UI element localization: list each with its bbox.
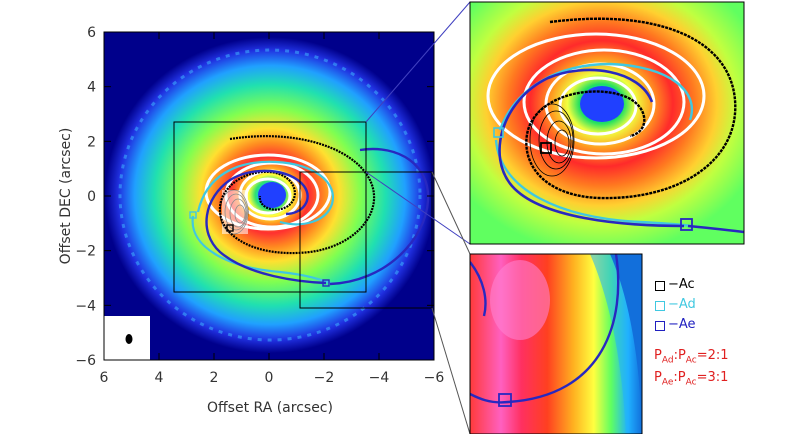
central-cavity bbox=[258, 182, 286, 208]
y-tick-label: 0 bbox=[87, 189, 96, 205]
legend-swatch bbox=[655, 281, 665, 291]
period-ratio-ad: PAd:PAc=2:1 bbox=[654, 348, 729, 366]
x-axis-label: Offset RA (arcsec) bbox=[207, 400, 333, 416]
legend-label: −Ac bbox=[668, 277, 695, 292]
legend-label: −Ae bbox=[668, 317, 696, 332]
legend-swatch bbox=[655, 301, 665, 311]
y-tick-label: 6 bbox=[87, 25, 96, 41]
y-axis-label: Offset DEC (arcsec) bbox=[58, 128, 74, 265]
x-tick-label: −2 bbox=[314, 370, 335, 386]
marker-ad bbox=[189, 211, 197, 219]
zoom-panel-2 bbox=[470, 254, 642, 434]
marker-ae bbox=[322, 279, 330, 287]
y-tick-label: −6 bbox=[75, 353, 96, 369]
legend-label: −Ad bbox=[668, 297, 696, 312]
x-tick-label: 6 bbox=[100, 370, 109, 386]
x-tick-label: 4 bbox=[155, 370, 164, 386]
legend-item-ae: −Ae bbox=[652, 317, 792, 338]
x-tick-label: 2 bbox=[210, 370, 219, 386]
period-ratio-ae: PAe:PAc=3:1 bbox=[654, 370, 729, 388]
marker-ac bbox=[226, 224, 234, 232]
y-tick-label: 2 bbox=[87, 134, 96, 150]
legend: −Ac −Ad −Ae bbox=[652, 277, 792, 338]
x-tick-label: 0 bbox=[265, 370, 274, 386]
y-tick-label: 4 bbox=[87, 80, 96, 96]
zoom-box-1 bbox=[173, 121, 367, 293]
axis-ticks bbox=[103, 31, 435, 361]
legend-swatch bbox=[655, 321, 665, 331]
spiral-ae bbox=[205, 147, 430, 286]
x-tick-label: −4 bbox=[369, 370, 390, 386]
y-tick-label: −4 bbox=[75, 298, 96, 314]
spiral-ac bbox=[218, 135, 375, 255]
zoom-panel-1 bbox=[470, 2, 744, 244]
zoom-connectors-2 bbox=[431, 171, 471, 434]
legend-item-ad: −Ad bbox=[652, 297, 792, 318]
y-tick-label: −2 bbox=[75, 244, 96, 260]
beam-ellipse bbox=[125, 334, 133, 344]
spiral-ad bbox=[191, 160, 335, 286]
zoom-connectors bbox=[365, 1, 471, 245]
legend-item-ac: −Ac bbox=[652, 277, 792, 298]
x-tick-label: −6 bbox=[424, 370, 445, 386]
